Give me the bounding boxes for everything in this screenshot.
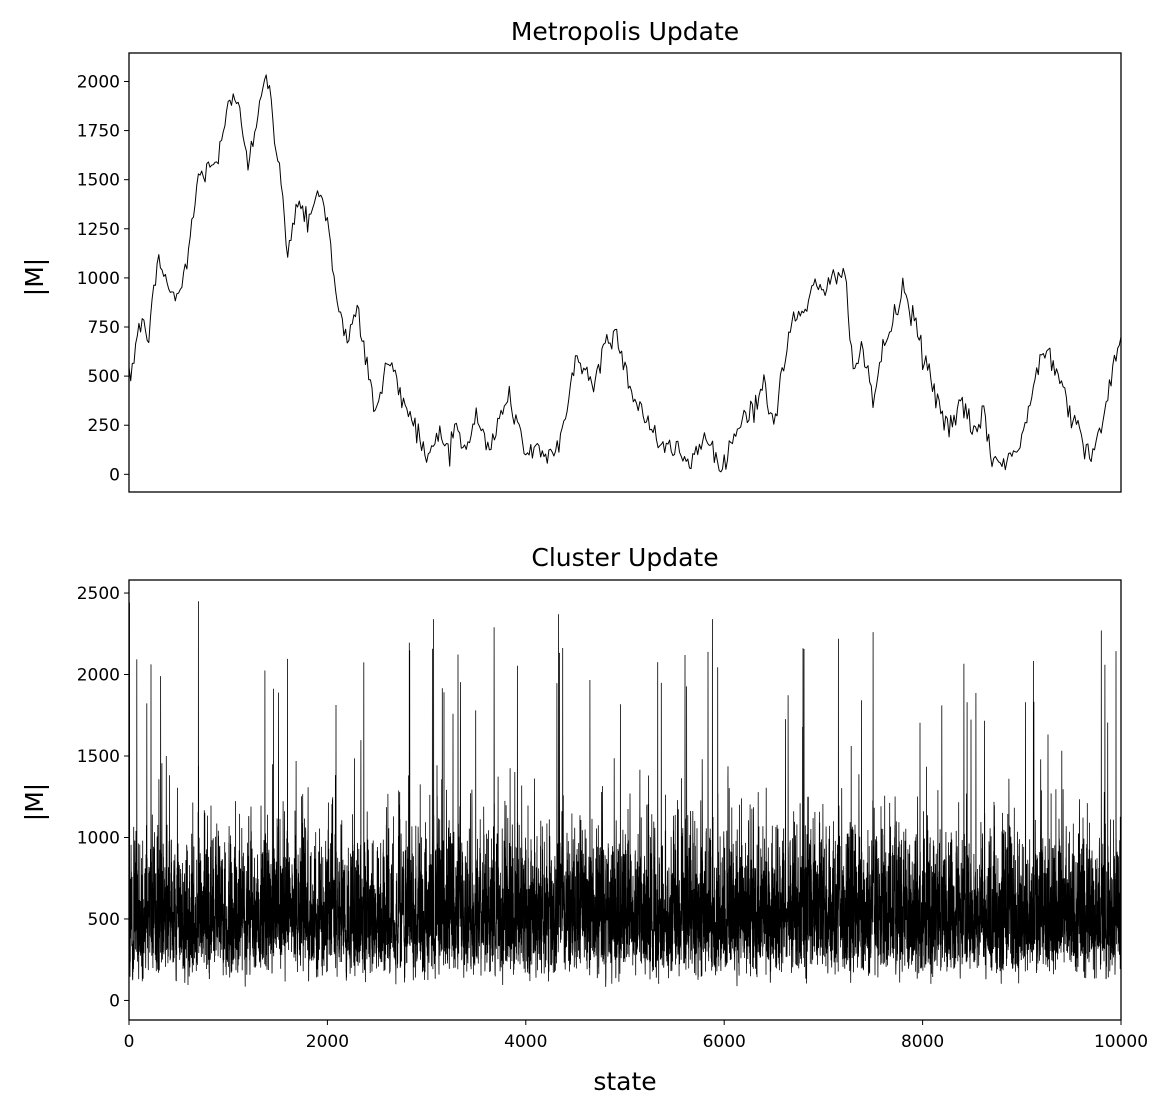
cluster-ylabel: |M| bbox=[20, 783, 49, 821]
cluster-ytick-label: 2000 bbox=[77, 666, 120, 686]
metropolis-ytick-label: 1000 bbox=[77, 269, 120, 289]
cluster-xtick-label: 10000 bbox=[1094, 1032, 1148, 1052]
cluster-plot-frame bbox=[128, 579, 1122, 1021]
metropolis-plot-frame bbox=[128, 52, 1122, 493]
cluster-series-line bbox=[128, 601, 1122, 987]
cluster-ytick-label: 1500 bbox=[77, 747, 120, 767]
metropolis-ytick-label: 0 bbox=[109, 465, 120, 485]
metropolis-title: Metropolis Update bbox=[511, 17, 739, 46]
metropolis-ytick-label: 750 bbox=[88, 318, 120, 338]
cluster-xtick-label: 2000 bbox=[306, 1032, 349, 1052]
metropolis-ytick-label: 500 bbox=[88, 367, 120, 387]
cluster-y-ticks: 0 500 1000 1500 2000 2500 bbox=[77, 584, 129, 1011]
metropolis-series-line bbox=[128, 74, 1122, 473]
metropolis-ytick-label: 2000 bbox=[77, 72, 120, 92]
metropolis-panel: Metropolis Update |M| 0 250 500 750 1000 1250… bbox=[20, 17, 1122, 493]
cluster-ytick-label: 0 bbox=[109, 991, 120, 1011]
cluster-ytick-label: 1000 bbox=[77, 828, 120, 848]
cluster-xtick-label: 4000 bbox=[504, 1032, 547, 1052]
cluster-x-ticks: 0 2000 4000 6000 8000 10000 bbox=[124, 1020, 1148, 1052]
metropolis-ytick-label: 1250 bbox=[77, 220, 120, 240]
cluster-xtick-label: 6000 bbox=[703, 1032, 746, 1052]
cluster-xtick-label: 0 bbox=[124, 1032, 135, 1052]
cluster-ytick-label: 2500 bbox=[77, 584, 120, 604]
cluster-xtick-label: 8000 bbox=[901, 1032, 944, 1052]
metropolis-ytick-label: 1500 bbox=[77, 171, 120, 191]
cluster-xlabel: state bbox=[593, 1067, 656, 1096]
cluster-panel: Cluster Update |M| 05001000150020002500 … bbox=[20, 543, 1148, 1096]
metropolis-ytick-label: 1750 bbox=[77, 122, 120, 142]
cluster-ytick-label: 500 bbox=[88, 910, 120, 930]
cluster-title: Cluster Update bbox=[531, 543, 718, 572]
metropolis-ylabel: |M| bbox=[20, 258, 49, 296]
metropolis-ytick-label: 250 bbox=[88, 416, 120, 436]
metropolis-y-ticks: 0 250 500 750 1000 1250 1500 1750 2000 bbox=[77, 72, 129, 485]
